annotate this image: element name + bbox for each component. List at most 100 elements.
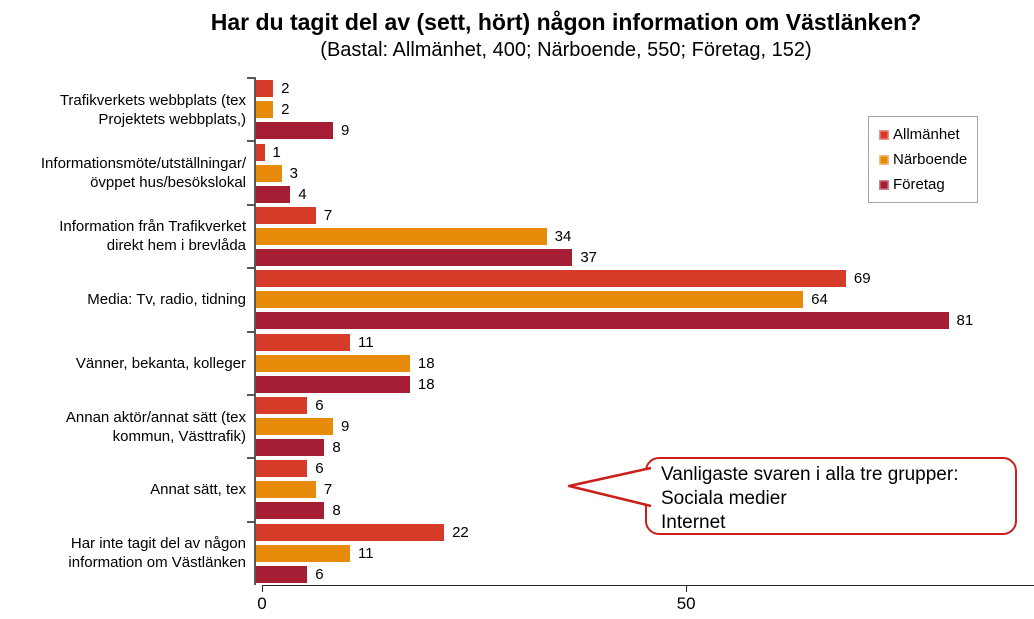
- category-row: Annat sätt, tex 6 7 8: [0, 457, 1034, 522]
- bar-Allmänhet: [256, 523, 445, 541]
- category-bars: 22 11 6: [247, 520, 1034, 585]
- callout-line-2: Sociala medier: [661, 488, 787, 509]
- bar-line: 9: [256, 122, 1034, 140]
- bar-Allmänhet: [256, 80, 274, 98]
- callout-tail-pointer: [567, 466, 652, 508]
- bar-Företag: [256, 439, 325, 457]
- chart-plot-area: Trafikverkets webbplats (tex Projektets …: [0, 76, 1034, 585]
- chart-subtitle: (Bastal: Allmänhet, 400; Närboende, 550;…: [320, 39, 812, 61]
- legend-marker-icon: [879, 179, 889, 190]
- callout-line-3: Internet: [661, 512, 726, 533]
- category-row: Information från Trafikverket direkt hem…: [0, 203, 1034, 269]
- bar-line: 81: [256, 312, 1034, 330]
- bar-Företag: [256, 565, 308, 583]
- category-bars: 69 64 81: [247, 267, 1034, 332]
- x-axis-tick: [262, 586, 263, 592]
- category-bars: 11 18 18: [247, 330, 1034, 395]
- bar-Närboende: [256, 227, 547, 245]
- bar-Allmänhet: [256, 460, 308, 478]
- bar-line: 9: [256, 418, 1034, 436]
- x-axis-tick: [686, 586, 688, 592]
- x-axis-tick-label: 50: [676, 594, 696, 613]
- category-bars: 7 34 37: [247, 203, 1034, 269]
- category-row: Trafikverkets webbplats (tex Projektets …: [0, 76, 1034, 142]
- category-label: Information från Trafikverket direkt hem…: [59, 218, 246, 255]
- bar-line: 18: [256, 375, 1034, 393]
- bar-line: 11: [256, 333, 1034, 351]
- x-axis-line: [262, 585, 1034, 586]
- category-label: Har inte tagit del av någon information …: [68, 535, 246, 572]
- category-row: Vänner, bekanta, kolleger 11 18 18: [0, 330, 1034, 395]
- bar-line: 37: [256, 248, 1034, 266]
- category-bars: 2 2 9: [247, 76, 1034, 142]
- bar-value-label: 69: [853, 270, 871, 288]
- bar-value-label: 9: [340, 418, 350, 436]
- bar-line: 69: [256, 270, 1034, 288]
- bar-value-label: 7: [323, 206, 333, 224]
- bar-Allmänhet: [256, 333, 351, 351]
- bar-Närboende: [256, 544, 351, 562]
- legend-item-Närboende: Närboende: [879, 152, 967, 167]
- bar-Närboende: [256, 164, 282, 182]
- bar-Företag: [256, 375, 410, 393]
- legend-item-Allmänhet: Allmänhet: [879, 127, 967, 142]
- bar-line: 18: [256, 354, 1034, 372]
- category-bars: 6 7 8: [247, 457, 1034, 522]
- category-row: Informationsmöte/utställningar/ övppet h…: [0, 140, 1034, 205]
- bar-value-label: 1: [272, 143, 281, 161]
- bar-Allmänhet: [256, 270, 846, 288]
- legend-item-Företag: Företag: [879, 177, 967, 192]
- bar-value-label: 9: [340, 122, 350, 140]
- bar-Närboende: [256, 354, 410, 372]
- bar-line: 1: [256, 143, 1034, 161]
- legend-label: Företag: [893, 176, 945, 193]
- legend: Allmänhet Närboende Företag: [868, 116, 979, 203]
- bar-Närboende: [256, 101, 274, 119]
- bar-line: 7: [256, 206, 1034, 224]
- bar-value-label: 2: [281, 101, 290, 119]
- bar-Allmänhet: [256, 143, 265, 161]
- category-label: Vänner, bekanta, kolleger: [75, 354, 246, 372]
- callout-line-1: Vanligaste svaren i alla tre grupper:: [661, 464, 959, 485]
- bar-Närboende: [256, 481, 316, 499]
- legend-label: Allmänhet: [893, 126, 960, 143]
- chart-header: Har du tagit del av (sett, hört) någon i…: [98, 8, 1034, 62]
- bar-value-label: 11: [358, 544, 374, 562]
- x-axis-tick-label: 0: [257, 594, 267, 613]
- category-label: Annat sätt, tex: [150, 481, 246, 499]
- bar-value-label: 37: [580, 248, 598, 266]
- bar-value-label: 8: [332, 439, 341, 457]
- bar-value-label: 6: [315, 397, 324, 415]
- bar-value-label: 3: [289, 164, 298, 182]
- bar-value-label: 81: [956, 312, 974, 330]
- bar-value-label: 34: [554, 227, 572, 245]
- bar-Företag: [256, 185, 291, 203]
- bar-Närboende: [256, 418, 333, 436]
- bar-value-label: 2: [281, 80, 290, 98]
- bar-value-label: 18: [417, 375, 435, 393]
- bar-line: 6: [256, 565, 1034, 583]
- bar-value-label: 18: [417, 354, 435, 372]
- bar-Företag: [256, 248, 573, 266]
- legend-label: Närboende: [893, 151, 968, 168]
- category-row: Har inte tagit del av någon information …: [0, 520, 1034, 585]
- bar-value-label: 8: [332, 502, 341, 520]
- bar-Företag: [256, 502, 325, 520]
- bar-value-label: 22: [452, 523, 469, 541]
- bar-Företag: [256, 312, 949, 330]
- bar-value-label: 64: [811, 291, 828, 309]
- category-label: Annan aktör/annat sätt (tex kommun, Väst…: [65, 408, 246, 445]
- bar-line: 7: [256, 481, 1034, 499]
- category-label: Media: Tv, radio, tidning: [87, 291, 246, 309]
- legend-marker-icon: [879, 129, 889, 140]
- bar-value-label: 11: [358, 333, 374, 351]
- bar-value-label: 4: [298, 185, 307, 203]
- bar-line: 6: [256, 397, 1034, 415]
- bar-line: 34: [256, 227, 1034, 245]
- bar-line: 2: [256, 101, 1034, 119]
- legend-marker-icon: [879, 154, 889, 165]
- bar-line: 3: [256, 164, 1034, 182]
- bar-line: 64: [256, 291, 1034, 309]
- bar-value-label: 7: [323, 481, 333, 499]
